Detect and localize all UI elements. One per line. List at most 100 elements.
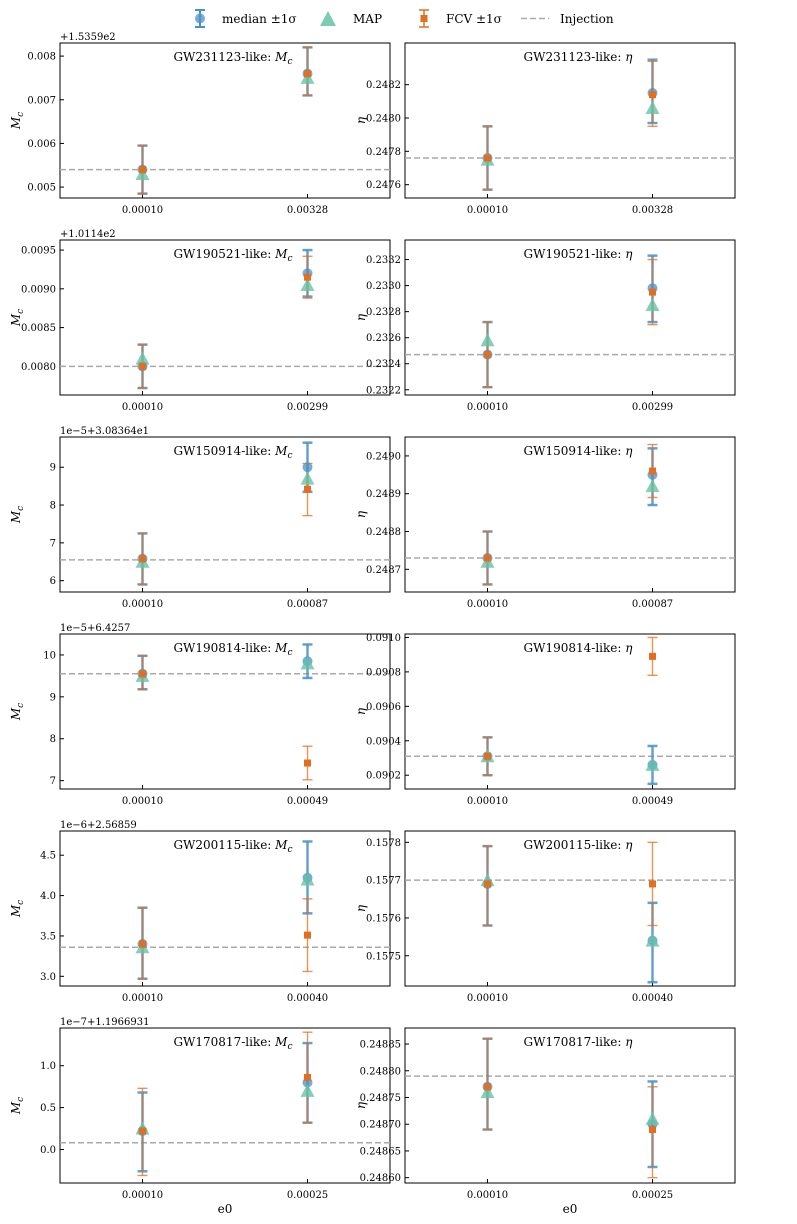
x-tick-label: 0.00040 xyxy=(287,993,328,1004)
plot-frame xyxy=(59,633,391,790)
y-tick-label: 0.0090 xyxy=(21,284,56,295)
map-point xyxy=(300,656,315,670)
y-tick-label: 0.2487 xyxy=(366,565,401,576)
y-tick-label: 0.2480 xyxy=(366,114,401,125)
y-tick-label: 0.2488 xyxy=(366,527,401,538)
x-tick-label: 0.00299 xyxy=(632,402,673,413)
panel-5: 6 7 8 9 0.00010 0.00087 1e−5+3.08364e1 GW150914… xyxy=(9,426,391,610)
y-tick-label: 0.2476 xyxy=(366,180,401,191)
fcv-point xyxy=(649,880,656,888)
y-axis-label: η xyxy=(354,1101,368,1109)
panels: 0.005 0.006 0.007 0.008 0.00010 0.00328 +1.535… xyxy=(9,32,736,1216)
y-tick-label: 0.005 xyxy=(27,183,56,194)
map-point xyxy=(135,166,150,180)
map-point xyxy=(135,351,150,365)
fcv-point xyxy=(484,351,491,359)
y-tick-label: 1.0 xyxy=(40,1061,56,1072)
y-axis-label: η xyxy=(354,313,368,321)
fcv-point xyxy=(304,1073,311,1081)
y-tick-label: 0.2328 xyxy=(366,307,401,318)
x-tick-label: 0.00010 xyxy=(122,993,163,1004)
fcv-point xyxy=(484,1083,491,1091)
y-tick-label: 0.1576 xyxy=(366,913,401,924)
y-axis-label: Mc xyxy=(9,703,26,721)
fcv-point xyxy=(139,1127,146,1135)
plot-frame xyxy=(404,1027,736,1184)
y-tick-label: 4.0 xyxy=(40,891,56,902)
y-tick-label: 0.2324 xyxy=(366,359,401,370)
y-tick-label: 0.0910 xyxy=(366,633,401,644)
fcv-point xyxy=(484,154,491,162)
fcv-point xyxy=(649,652,656,660)
x-tick-label: 0.00049 xyxy=(287,796,328,807)
panel-title: GW231123-like: η xyxy=(524,50,634,64)
map-point xyxy=(645,933,660,947)
panel-4: 0.2322 0.2324 0.2326 0.2328 0.2330 0.2332 0.00… xyxy=(354,239,736,413)
y-tick-label: 0.0908 xyxy=(366,667,401,678)
axis-offset-label: 1e−5+6.4257 xyxy=(60,623,130,634)
map-point xyxy=(300,70,315,84)
y-tick-label: 6 xyxy=(50,576,56,587)
map-point xyxy=(480,333,495,347)
legend: median ±1σ MAP FCV ±1σ Injection xyxy=(195,9,614,28)
map-point xyxy=(300,471,315,485)
x-axis-label: e0 xyxy=(218,1202,233,1216)
fcv-point xyxy=(649,288,656,296)
panel-7: 7 8 9 10 0.00010 0.00049 1e−5+6.4257 GW190814-l… xyxy=(9,623,391,807)
y-tick-label: 0.0906 xyxy=(366,702,401,713)
plot-frame xyxy=(404,42,736,199)
map-point xyxy=(300,277,315,291)
y-tick-label: 0.24860 xyxy=(360,1173,401,1184)
plot-frame xyxy=(404,436,736,593)
x-tick-label: 0.00010 xyxy=(122,205,163,216)
y-tick-label: 0.24870 xyxy=(360,1120,401,1131)
fcv-point xyxy=(139,555,146,563)
fcv-point xyxy=(304,485,311,493)
y-tick-label: 0.24885 xyxy=(360,1040,401,1051)
y-tick-label: 0.2482 xyxy=(366,80,401,91)
legend-item-map: MAP xyxy=(320,11,382,26)
plot-frame xyxy=(59,239,391,396)
x-tick-label: 0.00087 xyxy=(632,599,673,610)
y-axis-label: η xyxy=(354,707,368,715)
panel-title: GW170817-like: Mc xyxy=(173,1035,292,1052)
y-tick-label: 9 xyxy=(50,692,56,703)
y-tick-label: 0.0095 xyxy=(21,246,56,257)
fcv-point xyxy=(649,1126,656,1134)
plot-frame xyxy=(59,436,391,593)
x-tick-label: 0.00010 xyxy=(467,796,508,807)
panel-title: GW200115-like: Mc xyxy=(173,838,292,855)
y-tick-label: 0.0 xyxy=(40,1145,56,1156)
panel-title: GW170817-like: η xyxy=(524,1035,634,1049)
plot-frame xyxy=(404,830,736,987)
panel-title: GW190814-like: η xyxy=(524,641,634,655)
y-axis-label: Mc xyxy=(9,900,26,918)
y-tick-label: 8 xyxy=(50,734,56,745)
x-tick-label: 0.00010 xyxy=(122,1190,163,1201)
x-tick-label: 0.00299 xyxy=(287,402,328,413)
plot-frame xyxy=(59,830,391,987)
panel-12: 0.24860 0.24865 0.24870 0.24875 0.24880 0.248… xyxy=(354,1027,736,1216)
fcv-point xyxy=(304,759,311,767)
legend-item-injection: Injection xyxy=(521,12,614,26)
y-tick-label: 7 xyxy=(50,538,56,549)
y-axis-label: η xyxy=(354,904,368,912)
y-tick-label: 0.1575 xyxy=(366,951,401,962)
y-tick-label: 0.2326 xyxy=(366,333,401,344)
panel-6: 0.2487 0.2488 0.2489 0.2490 0.00010 0.00087 GW… xyxy=(354,436,736,610)
y-tick-label: 0.24865 xyxy=(360,1146,401,1157)
panel-10: 0.1575 0.1576 0.1577 0.1578 0.00010 0.00040 GW… xyxy=(354,830,736,1004)
y-tick-label: 0.2330 xyxy=(366,281,401,292)
x-tick-label: 0.00010 xyxy=(122,599,163,610)
fcv-point xyxy=(484,880,491,888)
panel-title: GW150914-like: Mc xyxy=(173,444,292,461)
panel-8: 0.0902 0.0904 0.0906 0.0908 0.0910 0.00010 0.0… xyxy=(354,633,736,807)
legend-map-marker xyxy=(320,11,336,26)
fcv-point xyxy=(484,752,491,760)
median-point xyxy=(302,462,313,473)
fcv-point xyxy=(649,467,656,475)
panel-title: GW190521-like: Mc xyxy=(173,247,292,264)
fcv-point xyxy=(139,670,146,678)
fcv-point xyxy=(304,931,311,939)
axis-offset-label: 1e−5+3.08364e1 xyxy=(60,426,149,437)
